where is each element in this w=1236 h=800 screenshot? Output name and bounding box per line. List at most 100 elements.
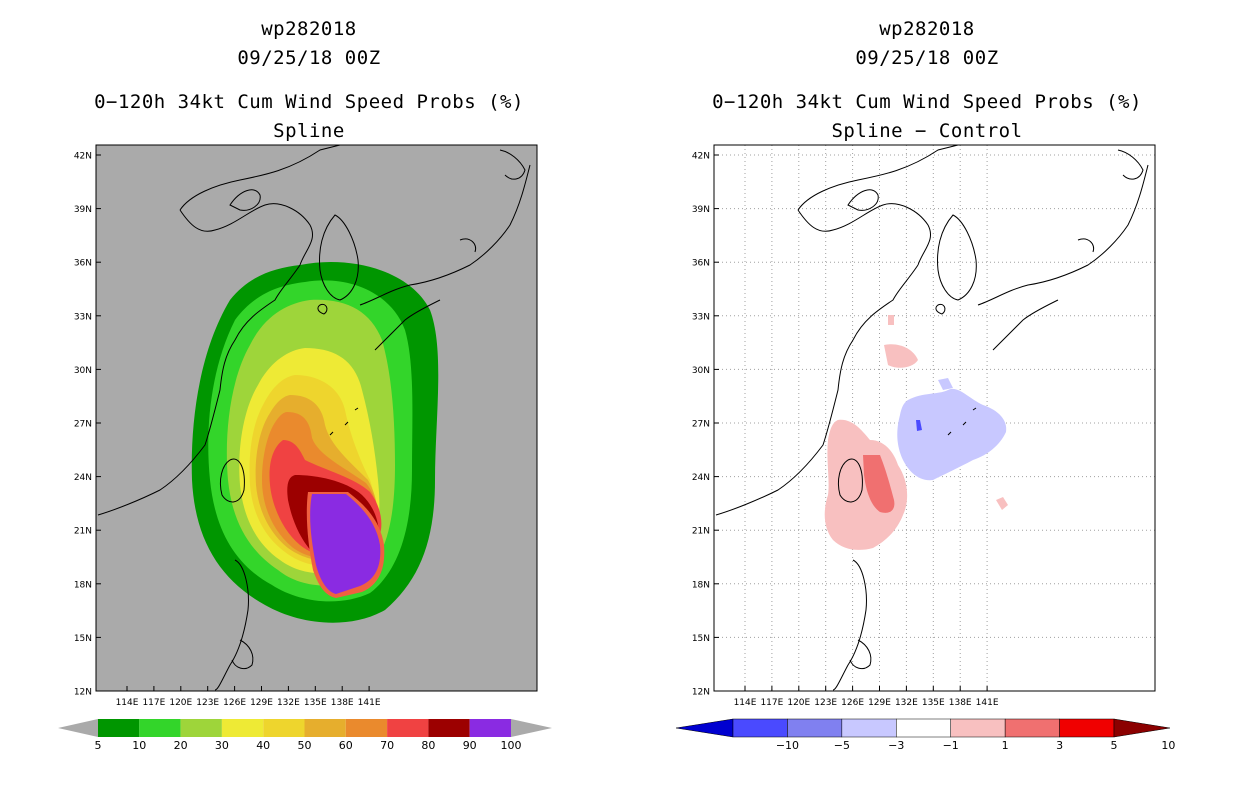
colorbar-label: −1: [943, 739, 959, 752]
lat-label: 36N: [74, 259, 92, 269]
lon-label: 129E: [250, 698, 273, 708]
lon-label: 141E: [976, 698, 999, 708]
colorbar-label: 40: [256, 739, 270, 752]
colorbar-high-triangle: [1113, 718, 1171, 738]
colorbar-label: 70: [380, 739, 394, 752]
left-title: 0−120h 34kt Cum Wind Speed Probs (%): [94, 91, 524, 113]
colorbar-box: [1059, 718, 1115, 738]
lon-label: 114E: [116, 698, 139, 708]
colorbar-box: [263, 719, 305, 737]
left-coastlines: [97, 144, 531, 691]
swath-100: [310, 494, 381, 594]
lat-label: 27N: [74, 420, 92, 430]
lon-label: 120E: [787, 698, 810, 708]
lat-label: 30N: [692, 366, 710, 376]
colorbar-label: 10: [1161, 739, 1175, 752]
colorbar-box: [841, 718, 897, 738]
diff-pos-3: [884, 344, 918, 368]
colorbar-box: [221, 719, 264, 737]
colorbar-low-triangle: [675, 718, 734, 738]
colorbar-box: [469, 719, 511, 737]
left-map-frame: [95, 144, 538, 692]
lon-label: 138E: [331, 698, 354, 708]
left-axes: 42N 39N 36N 33N 30N 27N 24N 21N 18N 15N 12N 114E 117…: [74, 152, 381, 709]
lat-label: 27N: [692, 420, 710, 430]
colorbar-box: [304, 719, 346, 737]
lon-label: 141E: [358, 698, 381, 708]
diff-neg-3: [916, 420, 922, 431]
colorbar-box: [950, 718, 1006, 738]
colorbar-label: 90: [463, 739, 477, 752]
lon-label: 135E: [304, 698, 327, 708]
lat-label: 39N: [74, 205, 92, 215]
lat-label: 42N: [692, 152, 710, 162]
lat-label: 30N: [74, 366, 92, 376]
left-datetime: 09/25/18 00Z: [237, 47, 381, 69]
right-map: 42N 39N 36N 33N 30N 27N 24N 21N 18N 15N 12N 114E 117…: [675, 144, 1175, 752]
lon-label: 132E: [895, 698, 918, 708]
lat-label: 12N: [74, 688, 92, 698]
lat-label: 36N: [692, 259, 710, 269]
lat-label: 12N: [692, 688, 710, 698]
colorbar-box: [98, 719, 140, 737]
colorbar-box: [180, 719, 222, 737]
right-datetime: 09/25/18 00Z: [855, 47, 999, 69]
right-panel: wp282018 09/25/18 00Z 0−120h 34kt Cum Wi…: [618, 0, 1236, 800]
diff-neg-2: [938, 378, 953, 390]
lat-label: 42N: [74, 152, 92, 162]
colorbar-box: [896, 718, 951, 738]
left-panel: wp282018 09/25/18 00Z 0−120h 34kt Cum Wi…: [58, 18, 552, 752]
diff-neg-1: [897, 388, 1007, 481]
left-colorbar: 5 10 20 30 40 50 60 70 80 90 100: [58, 719, 552, 752]
colorbar-box: [387, 719, 429, 737]
colorbar-label: 5: [1111, 739, 1118, 752]
right-colorbar: −10 −5 −3 −1 1 3 5 10: [675, 718, 1175, 752]
diff-pos-2: [863, 455, 895, 513]
colorbar-label: 5: [95, 739, 102, 752]
lat-label: 18N: [692, 580, 710, 590]
colorbar-label: 100: [501, 739, 522, 752]
right-axes: 42N 39N 36N 33N 30N 27N 24N 21N 18N 15N 12N 114E 117…: [692, 152, 999, 709]
lat-label: 24N: [74, 473, 92, 483]
colorbar-label: 1: [1002, 739, 1009, 752]
colorbar-box: [732, 718, 788, 738]
right-coastlines: [715, 144, 1149, 691]
right-title: 0−120h 34kt Cum Wind Speed Probs (%): [712, 91, 1142, 113]
right-map-frame: [713, 144, 1156, 692]
lat-label: 15N: [692, 634, 710, 644]
right-storm-id: wp282018: [879, 18, 975, 40]
lon-label: 123E: [196, 698, 219, 708]
difference-contours: [824, 315, 1008, 550]
lat-label: 39N: [692, 205, 710, 215]
colorbar-label: 30: [215, 739, 229, 752]
probability-swath: [191, 262, 439, 623]
lon-label: 117E: [760, 698, 783, 708]
colorbar-label: 60: [339, 739, 353, 752]
lon-label: 114E: [734, 698, 757, 708]
lon-label: 120E: [169, 698, 192, 708]
colorbar-box: [787, 718, 843, 738]
colorbar-box: [1004, 718, 1060, 738]
lat-label: 33N: [692, 312, 710, 322]
lon-label: 126E: [841, 698, 864, 708]
right-subtitle: Spline − Control: [831, 120, 1023, 142]
colorbar-label: 20: [174, 739, 188, 752]
diff-pos-4: [888, 315, 894, 325]
lat-label: 18N: [74, 580, 92, 590]
colorbar-label: 3: [1056, 739, 1063, 752]
lat-label: 15N: [74, 634, 92, 644]
lon-label: 129E: [868, 698, 891, 708]
lon-label: 117E: [142, 698, 165, 708]
colorbar-high-triangle: [511, 719, 552, 737]
colorbar-label: 80: [421, 739, 435, 752]
colorbar-box: [345, 719, 388, 737]
lat-label: 21N: [692, 527, 710, 537]
lon-label: 132E: [277, 698, 300, 708]
lon-label: 135E: [922, 698, 945, 708]
lon-label: 123E: [814, 698, 837, 708]
left-storm-id: wp282018: [261, 18, 357, 40]
lat-label: 33N: [74, 312, 92, 322]
left-subtitle: Spline: [273, 120, 345, 142]
colorbar-label: −5: [834, 739, 850, 752]
lon-label: 126E: [223, 698, 246, 708]
